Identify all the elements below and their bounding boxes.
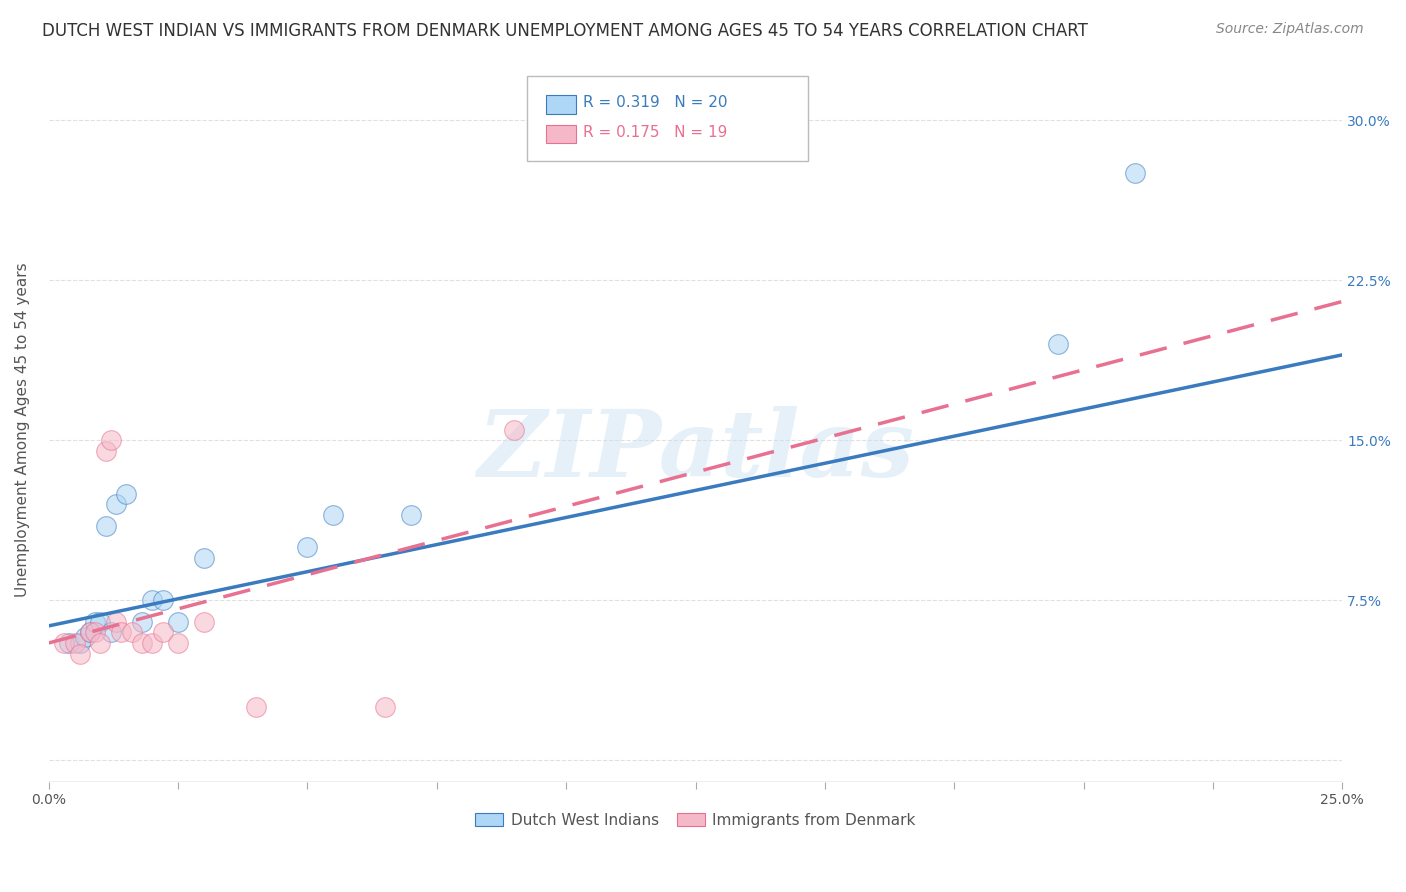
Point: [131, 636, 153, 650]
Point: [105, 615, 128, 629]
Text: R = 0.319   N = 20: R = 0.319 N = 20: [583, 95, 728, 110]
Point: [167, 615, 190, 629]
Point: [89, 615, 111, 629]
Point: [167, 636, 190, 650]
Point: [131, 615, 153, 629]
Point: [141, 636, 163, 650]
Y-axis label: Unemployment Among Ages 45 to 54 years: Unemployment Among Ages 45 to 54 years: [15, 262, 30, 597]
Point: [73, 630, 96, 644]
Point: [79, 625, 101, 640]
Point: [94, 443, 117, 458]
Point: [1123, 166, 1146, 180]
Point: [94, 518, 117, 533]
Point: [100, 434, 122, 448]
Point: [115, 486, 138, 500]
Point: [53, 636, 76, 650]
Point: [58, 636, 80, 650]
Point: [152, 593, 174, 607]
Point: [69, 647, 91, 661]
Text: ZIPatlas: ZIPatlas: [477, 406, 914, 496]
Text: Source: ZipAtlas.com: Source: ZipAtlas.com: [1216, 22, 1364, 37]
Point: [63, 636, 86, 650]
Point: [84, 625, 107, 640]
Point: [141, 593, 163, 607]
Point: [100, 625, 122, 640]
Point: [297, 540, 319, 554]
Point: [110, 625, 132, 640]
Legend: Dutch West Indians, Immigrants from Denmark: Dutch West Indians, Immigrants from Denm…: [470, 806, 922, 834]
Point: [1046, 337, 1069, 351]
Point: [121, 625, 143, 640]
Point: [89, 636, 111, 650]
Point: [152, 625, 174, 640]
Point: [79, 625, 101, 640]
Point: [245, 700, 267, 714]
Point: [193, 615, 215, 629]
Text: R = 0.175   N = 19: R = 0.175 N = 19: [583, 125, 728, 139]
Point: [322, 508, 344, 522]
Point: [503, 423, 526, 437]
Point: [105, 497, 128, 511]
Point: [374, 700, 396, 714]
Point: [399, 508, 422, 522]
Point: [69, 636, 91, 650]
Point: [84, 615, 107, 629]
Text: DUTCH WEST INDIAN VS IMMIGRANTS FROM DENMARK UNEMPLOYMENT AMONG AGES 45 TO 54 YE: DUTCH WEST INDIAN VS IMMIGRANTS FROM DEN…: [42, 22, 1088, 40]
Point: [193, 550, 215, 565]
